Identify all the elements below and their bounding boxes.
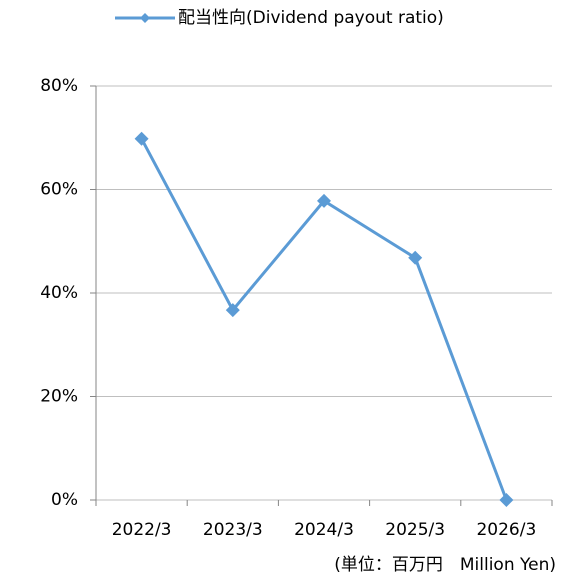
point	[408, 250, 423, 265]
y-tick-label: 80%	[40, 76, 78, 96]
x-tick-label: 2024/3	[294, 520, 354, 540]
annotation: (単位：百万円 Million Yen)	[334, 555, 556, 575]
y-tick-label: 0%	[51, 490, 78, 510]
legend-marker	[140, 13, 150, 23]
y-tick-label: 40%	[40, 283, 78, 303]
x-tick-label: 2025/3	[385, 520, 445, 540]
x-tick-label: 2022/3	[112, 520, 172, 540]
legend-label: 配当性向(Dividend payout ratio)	[178, 8, 444, 28]
point	[499, 493, 514, 507]
y-tick-label: 20%	[40, 387, 78, 407]
y-tick-label: 60%	[40, 180, 78, 200]
x-tick-label: 2026/3	[476, 520, 536, 540]
point	[225, 303, 240, 318]
series-line	[140, 138, 508, 501]
x-tick-label: 2023/3	[203, 520, 263, 540]
point	[317, 193, 331, 208]
point	[134, 131, 149, 146]
